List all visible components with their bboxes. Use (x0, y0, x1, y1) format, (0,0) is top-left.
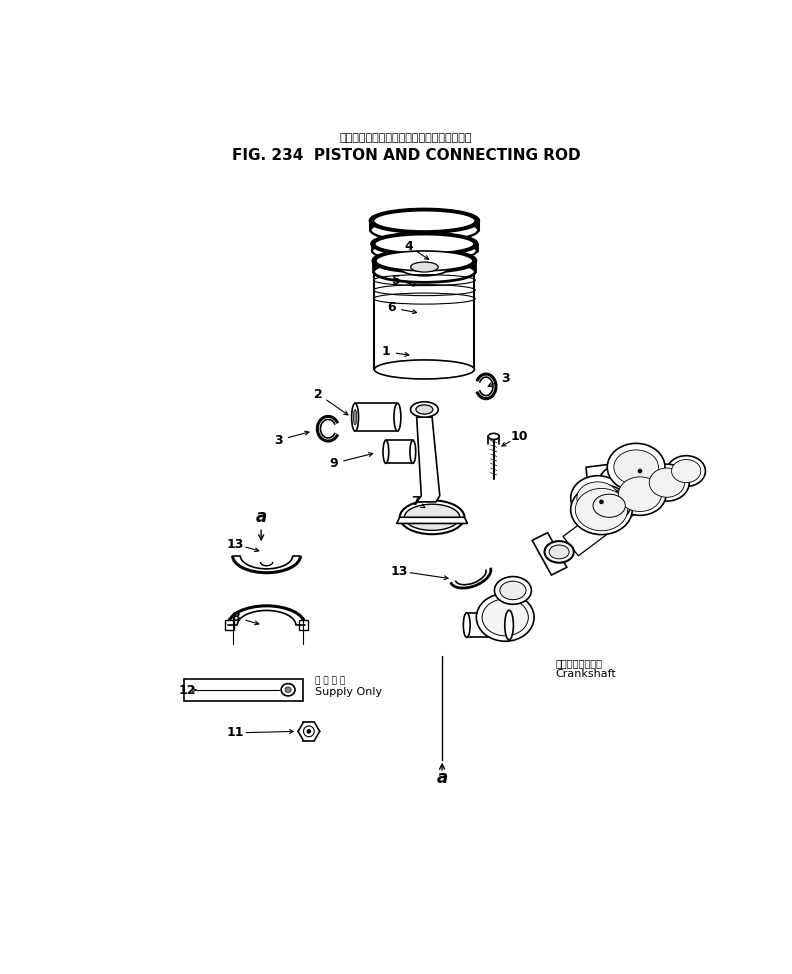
Ellipse shape (394, 403, 401, 431)
Ellipse shape (410, 262, 438, 272)
Polygon shape (563, 513, 609, 556)
Ellipse shape (489, 433, 499, 439)
Ellipse shape (405, 505, 460, 531)
Ellipse shape (463, 613, 470, 637)
Text: 2: 2 (314, 388, 322, 400)
Circle shape (600, 500, 604, 505)
Text: 1: 1 (382, 345, 390, 358)
Text: 5: 5 (391, 274, 400, 286)
Ellipse shape (353, 409, 357, 425)
Text: 13: 13 (227, 538, 245, 550)
Ellipse shape (371, 219, 478, 242)
Ellipse shape (614, 473, 666, 515)
Bar (184, 679, 303, 700)
Ellipse shape (476, 593, 534, 641)
Ellipse shape (375, 235, 474, 253)
Ellipse shape (500, 581, 526, 600)
Text: 11: 11 (227, 727, 245, 739)
Ellipse shape (399, 258, 449, 276)
Polygon shape (586, 460, 659, 513)
Text: ピストン　および　コネクティング　ロッド: ピストン および コネクティング ロッド (340, 133, 472, 143)
Ellipse shape (482, 599, 528, 636)
Ellipse shape (374, 210, 475, 231)
Ellipse shape (375, 360, 474, 379)
Text: 3: 3 (501, 372, 509, 385)
Text: 検 検 専 用: 検 検 専 用 (315, 677, 345, 686)
Bar (225, 620, 234, 630)
Ellipse shape (588, 490, 630, 522)
Ellipse shape (400, 501, 464, 534)
Ellipse shape (549, 545, 569, 559)
Text: 3: 3 (274, 433, 283, 447)
Ellipse shape (281, 684, 295, 695)
Text: 8: 8 (231, 611, 240, 624)
Ellipse shape (593, 494, 626, 517)
Ellipse shape (374, 261, 475, 282)
Ellipse shape (544, 542, 573, 563)
Text: Supply Only: Supply Only (315, 687, 383, 697)
Ellipse shape (410, 402, 438, 417)
Text: a: a (256, 508, 267, 526)
Text: FIG. 234  PISTON AND CONNECTING ROD: FIG. 234 PISTON AND CONNECTING ROD (231, 148, 581, 163)
Polygon shape (594, 494, 636, 533)
Ellipse shape (352, 403, 359, 431)
Ellipse shape (375, 253, 474, 273)
Text: 10: 10 (510, 430, 527, 443)
Text: 12: 12 (178, 684, 196, 697)
Polygon shape (532, 533, 567, 575)
Ellipse shape (571, 475, 625, 520)
Circle shape (638, 468, 642, 473)
Ellipse shape (614, 450, 658, 484)
Ellipse shape (619, 477, 661, 511)
Ellipse shape (672, 460, 701, 483)
Text: クランクシャフト: クランクシャフト (555, 658, 602, 668)
Ellipse shape (383, 440, 389, 464)
Ellipse shape (577, 482, 619, 514)
Circle shape (303, 726, 314, 736)
Polygon shape (625, 477, 663, 511)
Circle shape (307, 729, 311, 733)
Polygon shape (397, 517, 467, 523)
Ellipse shape (645, 465, 689, 501)
Text: a: a (436, 768, 447, 787)
Text: Crankshaft: Crankshaft (555, 669, 616, 679)
Ellipse shape (410, 440, 416, 464)
Ellipse shape (575, 488, 627, 531)
Bar (299, 620, 308, 630)
Text: 4: 4 (405, 240, 413, 252)
Ellipse shape (416, 405, 433, 414)
Ellipse shape (494, 577, 531, 604)
Ellipse shape (571, 484, 632, 535)
Ellipse shape (649, 468, 684, 498)
Ellipse shape (376, 251, 473, 271)
Ellipse shape (667, 456, 706, 486)
Ellipse shape (372, 241, 477, 261)
Ellipse shape (598, 464, 648, 506)
Text: 9: 9 (329, 457, 338, 469)
Text: 7: 7 (411, 496, 420, 508)
Text: 13: 13 (391, 565, 409, 578)
Ellipse shape (285, 687, 291, 693)
Ellipse shape (607, 443, 665, 491)
Polygon shape (417, 417, 440, 502)
Ellipse shape (505, 611, 513, 640)
Text: 6: 6 (387, 301, 395, 315)
